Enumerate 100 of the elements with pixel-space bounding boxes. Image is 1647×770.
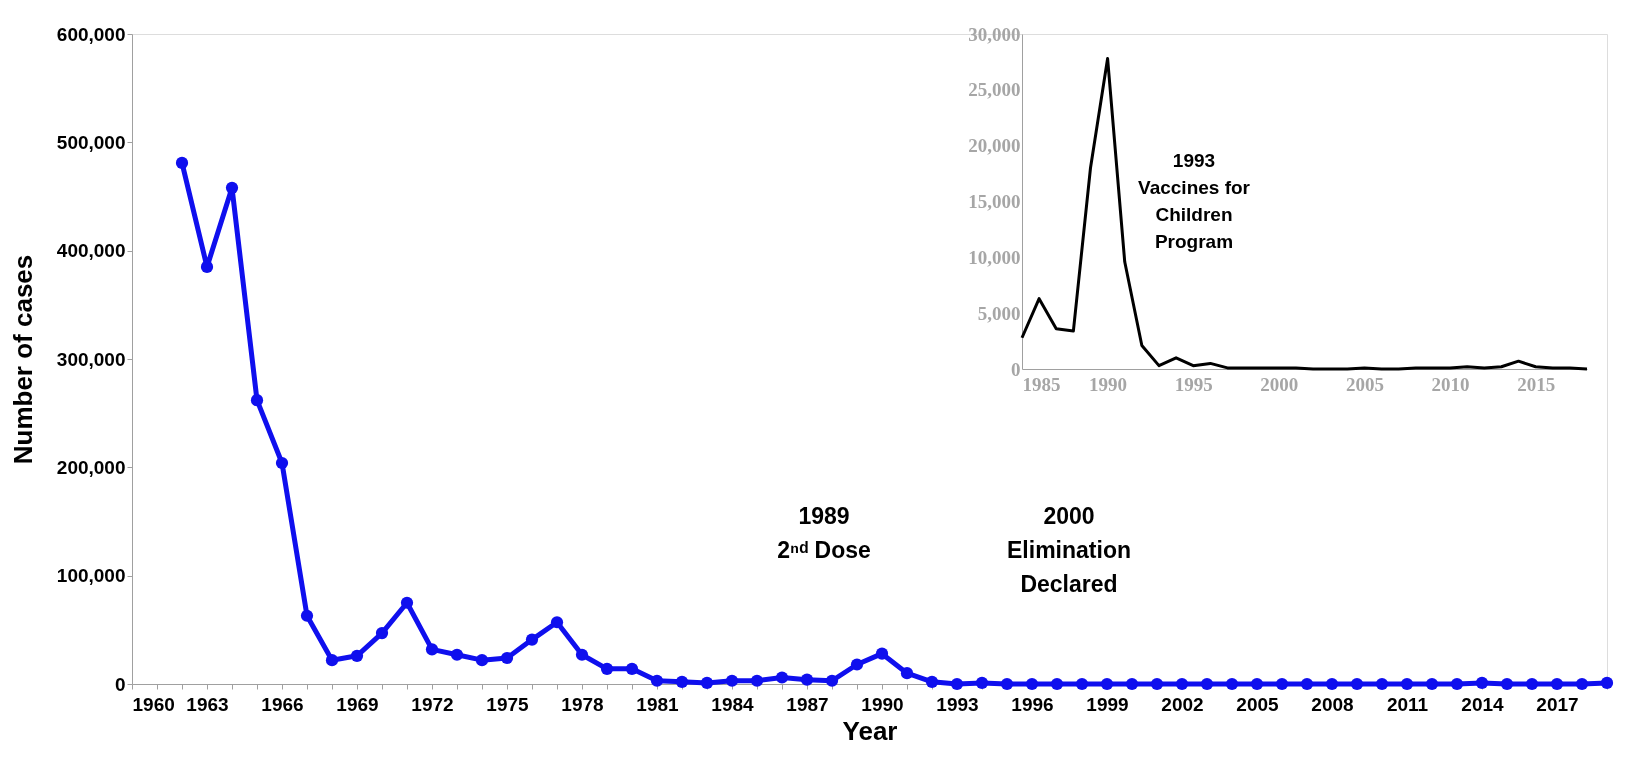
point xyxy=(1450,677,1464,691)
point xyxy=(525,633,539,646)
point xyxy=(1225,677,1239,691)
point xyxy=(1575,677,1589,691)
point xyxy=(725,674,739,687)
point xyxy=(1275,677,1289,691)
point xyxy=(1150,677,1164,691)
x-tick-label: 1984 xyxy=(711,693,755,715)
point xyxy=(775,671,789,684)
point xyxy=(175,156,189,170)
y-tick-label: 10,000 xyxy=(968,246,1021,268)
y-tick-label: 5,000 xyxy=(977,302,1021,324)
point xyxy=(300,609,314,622)
y-tick-label: 15,000 xyxy=(968,191,1021,212)
y-axis-title: Number of cases xyxy=(7,254,38,465)
x-tick-label: 1963 xyxy=(186,693,229,715)
y-tick-label: 300,000 xyxy=(56,348,126,370)
point xyxy=(1475,676,1489,690)
point xyxy=(475,654,489,667)
x-tick-label: 2015 xyxy=(1517,373,1556,395)
point xyxy=(975,676,989,690)
annotation: 1989 2ⁿᵈ Dose xyxy=(777,503,871,563)
point xyxy=(750,674,764,687)
x-tick-label: 2000 xyxy=(1260,373,1299,395)
point xyxy=(825,674,839,687)
x-tick-label: 1985 xyxy=(1022,373,1061,395)
y-tick-label: 400,000 xyxy=(56,240,126,262)
point xyxy=(875,647,889,660)
annotation: 2000 Elimination Declared xyxy=(1007,503,1131,597)
point xyxy=(375,626,389,640)
point xyxy=(400,596,414,609)
point xyxy=(1125,677,1139,691)
point xyxy=(1100,677,1114,691)
x-tick-label: 2008 xyxy=(1311,693,1354,715)
point xyxy=(1075,677,1089,691)
point xyxy=(200,260,214,274)
x-tick-label: 1993 xyxy=(936,693,979,715)
point xyxy=(1300,677,1314,691)
x-tick-label: 2002 xyxy=(1161,693,1204,715)
x-tick-label: 1995 xyxy=(1174,373,1213,395)
y-tick-label: 20,000 xyxy=(968,135,1021,157)
x-tick-label: 1972 xyxy=(411,693,454,715)
x-tick-label: 2005 xyxy=(1236,693,1280,715)
point xyxy=(225,181,239,194)
x-tick-label: 2011 xyxy=(1386,693,1429,715)
x-tick-label: 1975 xyxy=(486,693,530,715)
point xyxy=(1000,677,1014,691)
point xyxy=(625,662,639,675)
point xyxy=(275,456,289,470)
x-axis-title: Year xyxy=(842,715,898,746)
point xyxy=(1525,677,1539,691)
x-tick-label: 1990 xyxy=(861,693,904,715)
x-tick-label: 1969 xyxy=(336,693,379,715)
point xyxy=(1050,677,1064,691)
x-tick-label: 1981 xyxy=(636,693,680,715)
point xyxy=(925,675,939,688)
point xyxy=(650,674,664,687)
x-tick-label: 1996 xyxy=(1011,693,1054,715)
x-tick-label: 1978 xyxy=(561,693,604,715)
x-tick-label: 2010 xyxy=(1431,373,1470,395)
x-tick-label: 1960 xyxy=(132,693,175,715)
y-tick-label: 500,000 xyxy=(56,131,126,153)
x-tick-label: 1990 xyxy=(1089,373,1128,395)
point xyxy=(675,675,689,688)
x-tick-label: 1987 xyxy=(786,693,829,715)
point xyxy=(1200,677,1214,691)
y-tick-label: 200,000 xyxy=(56,456,126,478)
x-tick-label: 2014 xyxy=(1461,693,1505,715)
point xyxy=(1175,677,1189,691)
point xyxy=(1500,677,1514,691)
point xyxy=(500,651,514,665)
point xyxy=(350,649,364,662)
point xyxy=(250,394,264,407)
y-tick-label: 600,000 xyxy=(56,23,126,45)
point xyxy=(1350,677,1364,691)
point xyxy=(1250,677,1264,691)
point xyxy=(600,662,614,675)
point xyxy=(1550,677,1564,691)
point xyxy=(450,648,464,661)
point xyxy=(900,667,914,680)
point xyxy=(575,648,589,661)
point xyxy=(325,654,339,667)
point xyxy=(1425,677,1439,691)
point xyxy=(1025,677,1039,691)
point xyxy=(425,643,439,656)
y-tick-label: 0 xyxy=(114,673,126,695)
x-tick-label: 2005 xyxy=(1345,373,1384,395)
annotation: 1993 Vaccines for Children Program xyxy=(1138,150,1251,252)
x-tick-label: 1966 xyxy=(261,693,304,715)
point xyxy=(1600,676,1614,690)
point xyxy=(1400,677,1414,691)
point xyxy=(1325,677,1339,691)
x-tick-label: 1999 xyxy=(1086,693,1129,715)
point xyxy=(550,616,564,629)
point xyxy=(850,658,864,671)
y-tick-label: 25,000 xyxy=(968,79,1021,101)
y-tick-label: 100,000 xyxy=(56,565,126,587)
y-tick-label: 0 xyxy=(1011,358,1021,380)
point xyxy=(1375,677,1389,691)
point xyxy=(800,673,814,686)
